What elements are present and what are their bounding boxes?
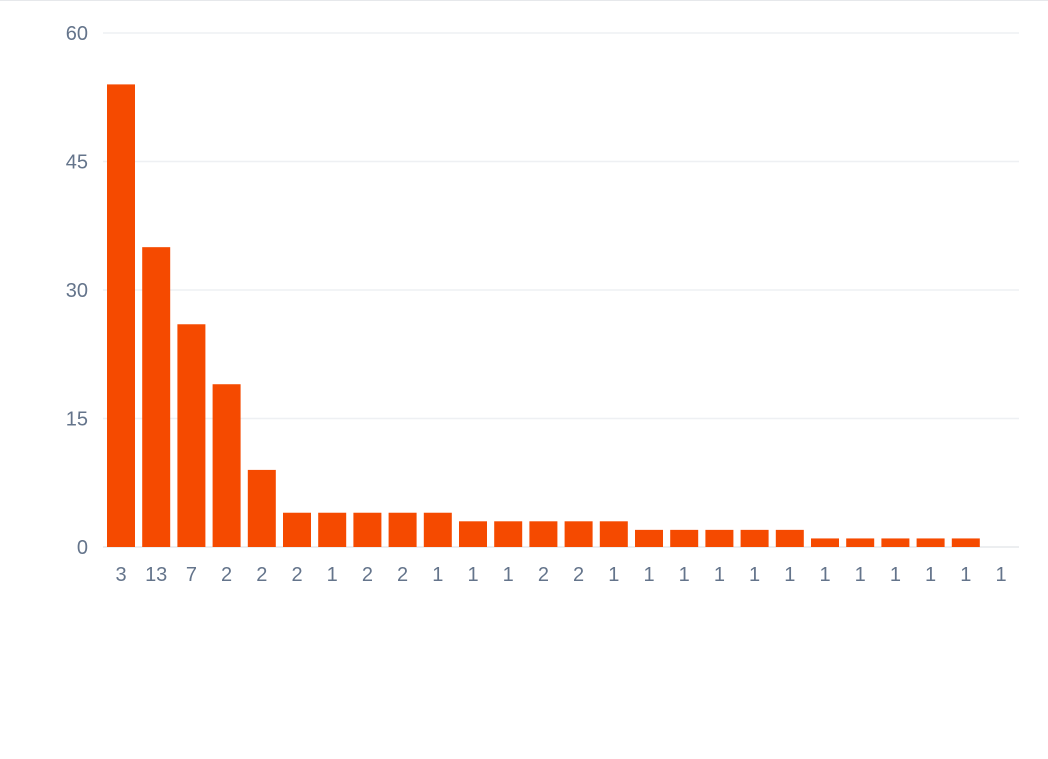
x-tick-label: 1 <box>925 564 936 586</box>
x-tick-label: 1 <box>643 564 654 586</box>
bar[interactable] <box>740 529 769 547</box>
bar[interactable] <box>142 247 171 547</box>
x-tick-label: 1 <box>714 564 725 586</box>
y-tick-label: 60 <box>66 23 88 45</box>
x-tick-label: 2 <box>221 564 232 586</box>
bar[interactable] <box>212 384 241 547</box>
bar[interactable] <box>564 521 593 547</box>
bar[interactable] <box>318 512 347 547</box>
y-axis-ticks: 0 15 30 45 60 <box>66 23 88 559</box>
x-tick-label: 1 <box>890 564 901 586</box>
x-tick-label: 1 <box>679 564 690 586</box>
x-tick-label: 1 <box>784 564 795 586</box>
y-tick-label: 0 <box>77 537 88 559</box>
x-tick-label: 1 <box>432 564 443 586</box>
x-tick-label: 1 <box>467 564 478 586</box>
x-tick-label: 7 <box>186 564 197 586</box>
bar[interactable] <box>881 538 910 547</box>
x-tick-label: 3 <box>115 564 126 586</box>
x-tick-label: 1 <box>960 564 971 586</box>
bar[interactable] <box>107 84 135 548</box>
bar[interactable] <box>916 538 945 547</box>
x-tick-label: 1 <box>503 564 514 586</box>
x-tick-label: 1 <box>819 564 830 586</box>
y-tick-label: 15 <box>66 409 88 431</box>
x-axis-ticks: 3 13 7 2 2 2 1 2 2 1 1 1 2 2 1 1 1 1 1 1 1 1 1 1 1 1 <box>115 564 1006 586</box>
y-tick-label: 45 <box>66 152 88 174</box>
x-tick-label: 2 <box>362 564 373 586</box>
bar[interactable] <box>775 529 804 547</box>
bar[interactable] <box>494 521 523 547</box>
bar[interactable] <box>177 324 206 547</box>
x-tick-label: 1 <box>327 564 338 586</box>
x-tick-label: 2 <box>573 564 584 586</box>
bar[interactable] <box>635 529 663 547</box>
bar[interactable] <box>283 512 311 547</box>
bar[interactable] <box>705 529 734 547</box>
bar[interactable] <box>423 512 452 547</box>
bar[interactable] <box>353 512 382 547</box>
x-tick-label: 1 <box>855 564 866 586</box>
x-tick-label: 2 <box>538 564 549 586</box>
bar[interactable] <box>529 521 558 547</box>
x-tick-label: 2 <box>256 564 267 586</box>
x-tick-label: 1 <box>749 564 760 586</box>
y-tick-label: 30 <box>66 280 88 302</box>
bar[interactable] <box>951 538 980 547</box>
bar[interactable] <box>459 521 487 547</box>
bar[interactable] <box>811 538 839 547</box>
bar[interactable] <box>599 521 628 547</box>
bar[interactable] <box>670 529 699 547</box>
x-tick-label: 1 <box>608 564 619 586</box>
x-tick-label: 1 <box>995 564 1006 586</box>
bar[interactable] <box>846 538 875 547</box>
bars <box>107 84 980 548</box>
bar[interactable] <box>247 469 276 547</box>
x-tick-label: 2 <box>291 564 302 586</box>
x-tick-label: 13 <box>145 564 167 586</box>
x-tick-label: 2 <box>397 564 408 586</box>
bar[interactable] <box>388 512 417 547</box>
